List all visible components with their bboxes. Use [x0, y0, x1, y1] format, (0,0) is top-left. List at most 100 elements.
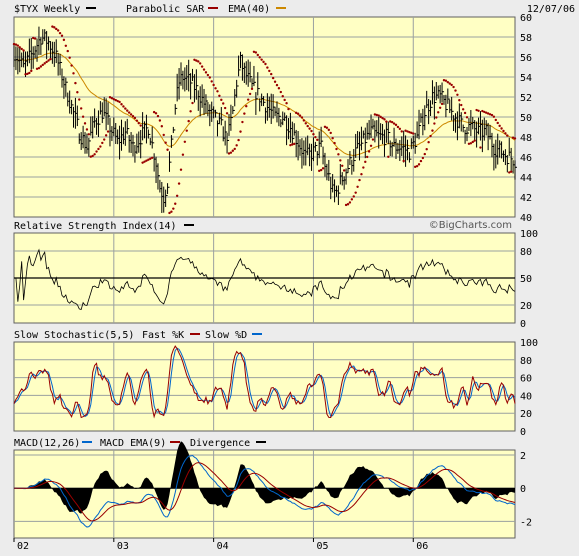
sar-dot — [26, 72, 29, 76]
sar-dot — [306, 124, 309, 128]
sar-dot — [118, 100, 121, 104]
sar-dot — [95, 150, 98, 153]
fast-k-legend-label: Fast %K — [142, 330, 184, 341]
sar-dot — [513, 137, 517, 140]
rsi-tick-label: 100 — [520, 229, 538, 240]
price-bar — [337, 185, 341, 205]
sar-dot — [181, 153, 185, 156]
sar-dot — [266, 66, 269, 69]
price-bar — [230, 104, 233, 131]
sar-dot — [126, 109, 129, 112]
sar-dot — [204, 71, 208, 74]
sar-dot — [371, 138, 375, 141]
price-bar — [226, 132, 230, 154]
price-bar — [190, 73, 193, 100]
sar-dot — [429, 134, 432, 138]
price-bar — [430, 100, 433, 117]
sar-dot — [248, 92, 252, 96]
macd-ema-line — [13, 462, 516, 522]
sar-dot — [450, 83, 453, 87]
sar-dot — [427, 140, 430, 144]
price-bars — [13, 26, 517, 213]
sar-dot — [12, 42, 16, 46]
price-bar — [387, 121, 391, 145]
sar-dot — [358, 178, 361, 182]
price-bar — [408, 152, 412, 163]
price-bar — [132, 134, 136, 157]
sar-dot — [53, 26, 56, 29]
sar-dot — [55, 27, 58, 31]
sar-dot — [254, 51, 258, 54]
fast-k-line — [13, 345, 516, 419]
stochastic-tick-label: 20 — [520, 409, 532, 420]
sar-dot — [243, 112, 246, 115]
sar-dot — [456, 93, 459, 96]
sar-dot — [375, 113, 378, 117]
price-bar — [291, 121, 295, 145]
rsi-title: Relative Strength Index(14) — [14, 221, 177, 232]
sar-dot — [99, 145, 102, 148]
price-bar — [71, 99, 74, 115]
sar-dot — [483, 110, 486, 114]
price-bar — [40, 37, 43, 55]
sar-dot — [143, 160, 146, 163]
sar-dot — [298, 114, 302, 117]
sar-dot — [365, 155, 369, 159]
sar-dot — [170, 210, 173, 213]
sar-dot — [81, 115, 85, 118]
sar-dot — [283, 98, 286, 102]
sar-dot — [367, 150, 371, 153]
sar-dot — [168, 211, 171, 215]
sar-dot — [156, 114, 160, 118]
price-bar — [236, 79, 239, 98]
macd-line — [13, 454, 516, 528]
sar-dot — [360, 173, 363, 176]
x-axis: 02 03 04 05 06 — [13, 538, 428, 552]
sar-dot — [45, 60, 48, 64]
sar-dot — [223, 106, 227, 110]
sar-dot — [302, 119, 306, 122]
sar-dot — [87, 133, 91, 136]
sar-dot — [24, 73, 27, 76]
sar-dot — [431, 129, 434, 132]
sar-dot — [250, 87, 254, 91]
sar-dot — [471, 140, 474, 144]
sar-dot — [127, 111, 131, 114]
price-bar — [232, 106, 235, 115]
sar-dot — [129, 113, 133, 116]
x-tick-label: 06 — [416, 541, 428, 552]
sar-dot — [206, 73, 210, 77]
divergence-legend-label: Divergence — [190, 438, 250, 449]
parabolic-sar-dots — [12, 25, 517, 215]
stochastic-title: Slow Stochastic(5,5) — [14, 330, 134, 341]
sar-dot — [304, 122, 307, 125]
sar-dot — [373, 113, 377, 116]
sar-dot — [488, 113, 492, 116]
sar-dot — [331, 137, 334, 140]
sar-dot — [231, 149, 235, 152]
price-tick-label: 58 — [520, 33, 532, 44]
sar-dot — [58, 31, 62, 35]
sar-dot — [208, 76, 211, 79]
sar-dot — [344, 203, 348, 207]
sar-dot — [56, 29, 60, 32]
sar-dot — [502, 129, 505, 133]
price-bar — [466, 126, 470, 142]
sar-dot — [43, 62, 46, 65]
sar-dot — [78, 98, 81, 101]
sar-dot — [49, 57, 52, 61]
sar-dot — [509, 170, 513, 173]
price-bar — [353, 149, 356, 172]
sar-dot — [218, 94, 221, 98]
sar-dot — [342, 169, 346, 172]
sar-dot — [385, 120, 388, 123]
price-tick-label: 46 — [520, 153, 532, 164]
price-bar — [174, 104, 178, 115]
sar-dot — [260, 58, 263, 61]
sar-dot — [198, 62, 202, 65]
macd-header: MACD(12,26) MACD EMA(9) Divergence — [14, 438, 266, 449]
sar-dot — [492, 115, 496, 118]
price-bar — [253, 65, 256, 87]
price-tick-label: 44 — [520, 173, 532, 184]
